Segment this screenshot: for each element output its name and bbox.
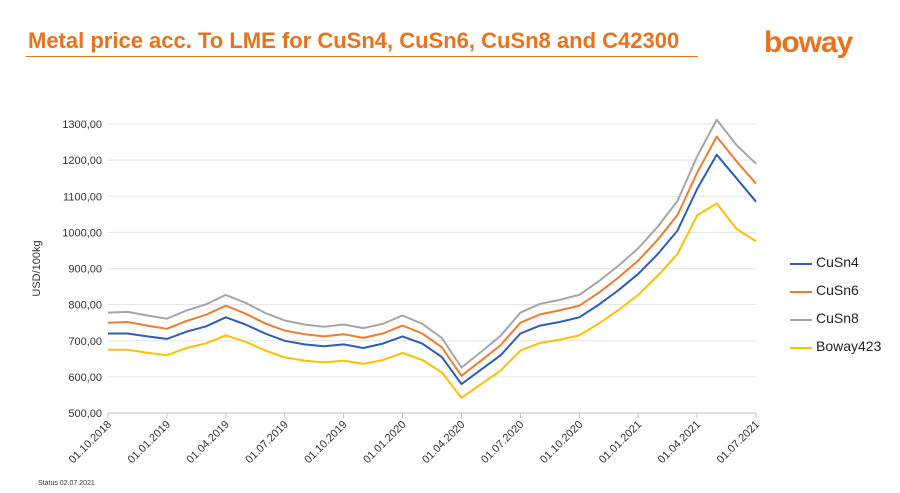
y-tick-label: 800,00: [68, 300, 102, 312]
y-tick-label: 700,00: [68, 336, 102, 348]
legend-label: CuSn8: [816, 310, 859, 326]
y-axis-label: USD/100kg: [31, 240, 43, 296]
y-tick-label: 1200,00: [62, 155, 102, 167]
x-tick-label: 01.04.2021: [656, 419, 703, 466]
status-date: Status 02.07.2021: [38, 480, 95, 487]
legend-label: CuSn6: [816, 282, 859, 298]
x-tick-label: 01.01.2021: [597, 419, 644, 466]
legend-swatch: [790, 263, 812, 265]
x-tick-label: 01.07.2021: [715, 419, 762, 466]
y-tick-label: 600,00: [68, 372, 102, 384]
x-tick-label: 01.01.2019: [126, 419, 173, 466]
x-tick-label: 01.07.2020: [479, 419, 526, 466]
legend-label: Boway423: [816, 338, 882, 354]
x-tick-label: 01.01.2020: [361, 419, 408, 466]
x-tick-label: 01.10.2018: [67, 419, 114, 466]
series-line-cusn8: [107, 118, 757, 369]
boway-logo: boway: [764, 26, 853, 59]
legend-swatch: [790, 291, 812, 293]
y-tick-label: 500,00: [68, 408, 102, 420]
x-tick-label: 01.07.2019: [243, 419, 290, 466]
y-tick-label: 900,00: [68, 264, 102, 276]
y-tick-label: 1100,00: [63, 191, 102, 203]
x-tick-label: 01.10.2020: [538, 419, 585, 466]
title-divider: [26, 56, 698, 57]
chart-title: Metal price acc. To LME for CuSn4, CuSn6…: [28, 28, 680, 53]
y-tick-label: 1300,00: [62, 119, 102, 131]
x-tick-label: 01.04.2020: [420, 419, 467, 466]
legend-swatch: [790, 347, 812, 349]
legend-swatch: [790, 319, 812, 321]
y-tick-label: 1000,00: [62, 227, 102, 239]
legend-label: CuSn4: [816, 254, 859, 270]
series-line-cusn4: [108, 153, 757, 386]
series-line-boway423: [108, 202, 757, 399]
series-line-cusn6: [107, 135, 757, 377]
x-tick-label: 01.04.2019: [185, 419, 232, 466]
x-tick-label: 01.10.2019: [302, 419, 349, 466]
